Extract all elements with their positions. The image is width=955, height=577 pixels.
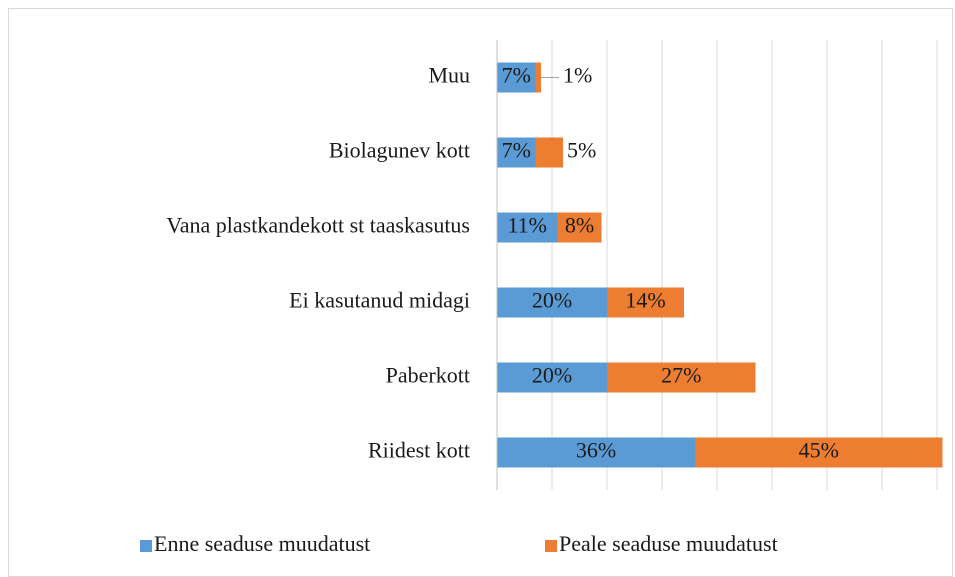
bar bbox=[535, 62, 541, 93]
data-label: 11% bbox=[507, 213, 547, 238]
data-label: 5% bbox=[567, 138, 596, 163]
bar bbox=[497, 137, 536, 168]
category-label: Riidest kott bbox=[368, 438, 470, 463]
bar bbox=[497, 437, 695, 468]
category-label: Ei kasutanud midagi bbox=[289, 288, 470, 313]
legend-label: Peale seaduse muudatust bbox=[559, 531, 778, 556]
bar bbox=[557, 212, 602, 243]
bar bbox=[695, 437, 943, 468]
category-label: Biolagunev kott bbox=[329, 138, 470, 163]
chart-frame bbox=[8, 8, 953, 577]
bar bbox=[497, 62, 536, 93]
bar bbox=[607, 287, 684, 318]
category-label: Vana plastkandekott st taaskasutus bbox=[166, 213, 470, 238]
data-label: 20% bbox=[532, 363, 572, 388]
legend-swatch bbox=[545, 540, 557, 552]
category-label: Paberkott bbox=[386, 363, 470, 388]
data-label: 36% bbox=[576, 438, 616, 463]
legend-swatch bbox=[140, 540, 152, 552]
data-label: 14% bbox=[625, 288, 665, 313]
bar bbox=[497, 287, 607, 318]
bar bbox=[497, 362, 607, 393]
data-label: 20% bbox=[532, 288, 572, 313]
data-label: 7% bbox=[502, 63, 531, 88]
bar bbox=[607, 362, 756, 393]
bar bbox=[535, 137, 563, 168]
data-label: 1% bbox=[563, 63, 592, 88]
data-label: 8% bbox=[565, 213, 594, 238]
data-label: 7% bbox=[502, 138, 531, 163]
data-label: 45% bbox=[799, 438, 839, 463]
data-label: 27% bbox=[661, 363, 701, 388]
legend-label: Enne seaduse muudatust bbox=[154, 531, 370, 556]
bar bbox=[497, 212, 558, 243]
category-label: Muu bbox=[428, 63, 470, 88]
